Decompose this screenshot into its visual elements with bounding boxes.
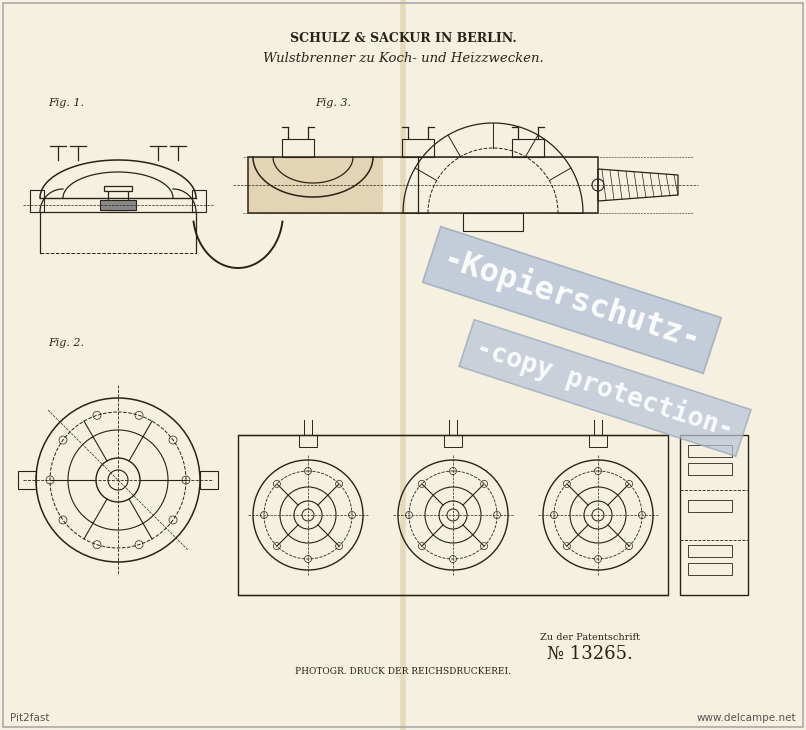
Bar	[282, 139, 314, 157]
Text: Pit2fast: Pit2fast	[10, 713, 49, 723]
Text: Fig. 3.: Fig. 3.	[315, 98, 351, 108]
Bar	[688, 500, 732, 512]
Bar	[30, 190, 44, 212]
Bar	[299, 435, 317, 447]
Bar	[402, 139, 434, 157]
Bar	[688, 563, 732, 575]
Text: Zu der Patentschrift: Zu der Patentschrift	[540, 634, 640, 642]
Bar	[512, 139, 544, 157]
Text: № 13265.: № 13265.	[547, 645, 633, 663]
Bar	[248, 157, 598, 213]
Text: PHOTOGR. DRUCK DER REICHSDRUCKEREI.: PHOTOGR. DRUCK DER REICHSDRUCKEREI.	[295, 667, 511, 677]
Bar	[688, 445, 732, 457]
Bar	[444, 435, 462, 447]
Bar	[248, 157, 383, 213]
Bar	[104, 186, 132, 191]
Bar	[463, 213, 523, 231]
Bar	[688, 545, 732, 557]
Text: -copy protection-: -copy protection-	[472, 333, 737, 443]
Text: Wulstbrenner zu Koch- und Heizzwecken.: Wulstbrenner zu Koch- und Heizzwecken.	[263, 52, 543, 64]
Text: -Kopierschutz-: -Kopierschutz-	[438, 242, 705, 357]
Bar	[589, 435, 607, 447]
Bar	[18, 471, 36, 489]
Text: Fig. 2.: Fig. 2.	[48, 338, 84, 348]
Text: SCHULZ & SACKUR IN BERLIN.: SCHULZ & SACKUR IN BERLIN.	[289, 31, 517, 45]
Bar	[100, 200, 136, 210]
Bar	[680, 435, 748, 595]
Bar	[238, 435, 668, 595]
Text: Fig. 1.: Fig. 1.	[48, 98, 84, 108]
Bar	[688, 463, 732, 475]
Text: www.delcampe.net: www.delcampe.net	[696, 713, 796, 723]
Bar	[192, 190, 206, 212]
Bar	[200, 471, 218, 489]
Bar	[108, 188, 128, 210]
